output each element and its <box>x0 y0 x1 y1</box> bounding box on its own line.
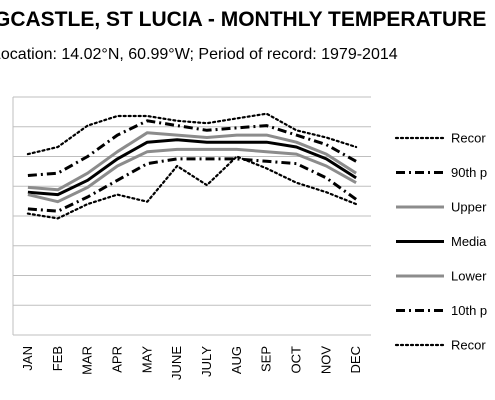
x-tick-label: SEP <box>259 346 274 372</box>
series-line-7 <box>26 155 358 220</box>
x-tick-label: JUNE <box>169 346 184 380</box>
series-line-2 <box>27 119 357 177</box>
x-tick-label: MAY <box>139 346 154 374</box>
legend-label: 10th p <box>451 303 487 318</box>
x-tick-label: JAN <box>20 346 35 371</box>
x-tick-label: NOV <box>318 346 333 375</box>
x-tick-labels: JAN FEB MAR APR MAY JUNE JULY AUG SEP OCT NOV DEC <box>20 346 363 380</box>
x-tick-label: FEB <box>50 346 65 371</box>
x-tick-label: DEC <box>348 346 363 373</box>
series-lines <box>26 112 358 220</box>
series-line-6 <box>27 157 357 213</box>
x-tick-label: AUG <box>229 346 244 374</box>
series-line-3 <box>27 131 357 192</box>
chart-subtitle: Location: 14.02°N, 60.99°W; Period of re… <box>0 46 398 63</box>
legend-label: Recor <box>451 131 486 146</box>
legend: Recor 90th p Upper Media Lower 10th p Recor <box>394 131 487 353</box>
legend-label: Recor <box>451 338 486 353</box>
gridlines <box>12 96 371 336</box>
series-line-1 <box>26 112 358 156</box>
legend-label: 90th p <box>451 165 487 180</box>
x-tick-label: APR <box>109 346 124 373</box>
x-tick-label: MAR <box>80 346 95 375</box>
x-tick-label: OCT <box>288 346 303 374</box>
x-tick-label: JULY <box>199 346 214 377</box>
legend-label: Upper <box>451 200 487 215</box>
legend-label: Media <box>451 234 487 249</box>
legend-label: Lower <box>451 269 487 284</box>
series-line-5 <box>27 147 357 204</box>
chart-title: GCASTLE, ST LUCIA - MONTHLY TEMPERATURE <box>0 8 487 31</box>
series-line-4 <box>27 138 357 197</box>
